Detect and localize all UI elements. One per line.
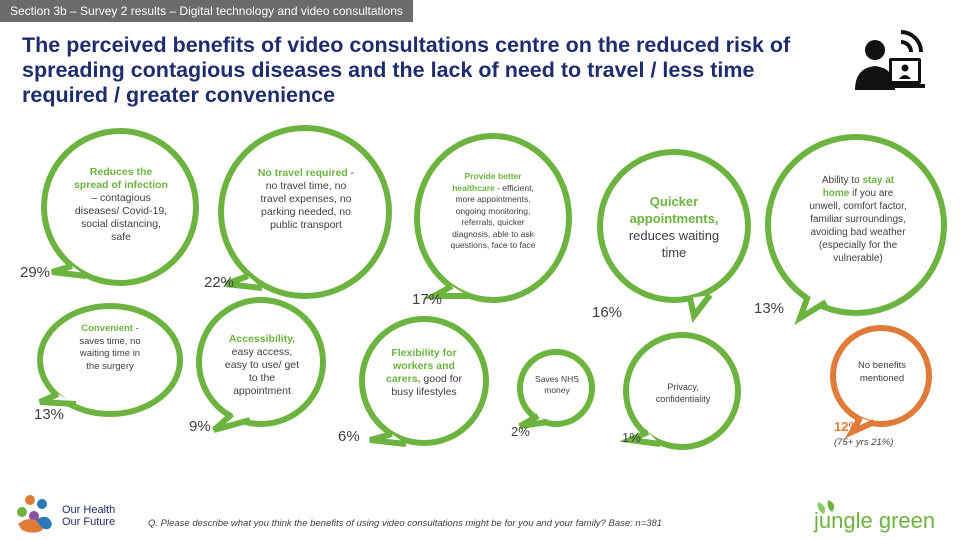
percent-travel: 22% [204, 274, 235, 291]
survey-question: Q. Please describe what you think the be… [148, 518, 663, 529]
bubble-text-quicker: Quicker appointments, reduces waiting ti… [628, 194, 720, 260]
percent-none: 12% [834, 419, 861, 434]
bubble-nhs [517, 349, 595, 427]
bubble-text-healthcare: Provide better healthcare - efficient, m… [450, 171, 536, 250]
bubble-none [830, 325, 932, 427]
percent-nhs: 2% [511, 424, 530, 439]
bubble-text-none: No benefits mentioned [857, 360, 907, 384]
jungle-green-logo: jungle green [814, 508, 936, 533]
bubble-convenient [37, 303, 183, 417]
bubble-text-home: Ability to stay at home if you are unwel… [809, 175, 907, 264]
our-health-logo [17, 495, 52, 533]
bubble-text-spread: Reduces the spread of infection – contag… [74, 166, 168, 243]
percent-home: 13% [754, 300, 785, 317]
video-consultation-icon [855, 30, 925, 90]
jungle-green-leaf-icon [817, 500, 835, 514]
section-tag: Section 3b – Survey 2 results – Digital … [0, 0, 413, 22]
bubble-text-access: Accessibility, easy access, easy to use/… [224, 333, 300, 397]
bubble-healthcare [414, 133, 572, 303]
note-none-age: (75+ yrs 21%) [834, 437, 894, 448]
bubble-quicker [597, 149, 751, 303]
bubble-text-flex: Flexibility for workers and carers, good… [386, 347, 462, 398]
percent-flex: 6% [338, 428, 360, 445]
bubble-access [196, 297, 326, 427]
bubble-home [765, 134, 947, 316]
percent-convenient: 13% [34, 406, 65, 423]
page-title: The perceived benefits of video consulta… [22, 33, 791, 107]
percent-spread: 29% [20, 264, 51, 281]
percent-healthcare: 17% [412, 291, 443, 308]
percent-privacy: 1% [622, 430, 641, 445]
bubble-text-convenient: Convenient - saves time, no waiting time… [79, 323, 141, 372]
bubble-text-travel: No travel required - no travel time, no … [257, 167, 355, 231]
bubble-text-nhs: Saves NHS money [535, 374, 579, 395]
bubble-privacy [623, 332, 741, 450]
bubble-flex [359, 316, 489, 446]
bubble-spread [41, 128, 199, 286]
percent-access: 9% [189, 418, 211, 435]
percent-quicker: 16% [592, 304, 623, 321]
bubble-travel [218, 125, 392, 299]
our-health-logo-text: Our Health Our Future [62, 504, 116, 528]
bubble-text-privacy: Privacy, confidentiality [655, 382, 711, 404]
